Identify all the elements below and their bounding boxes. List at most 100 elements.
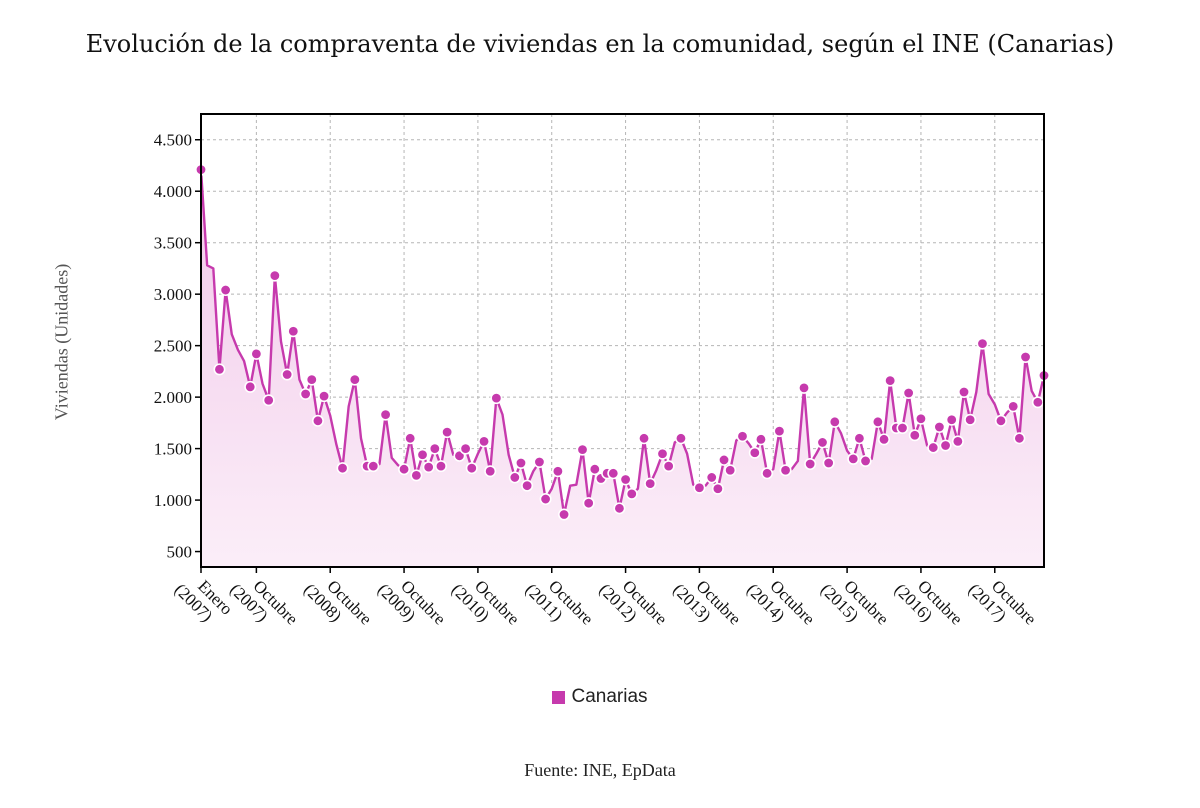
source-note: Fuente: INE, EpData [524, 760, 676, 780]
data-point [379, 408, 392, 421]
data-point [847, 452, 860, 465]
data-point [933, 420, 946, 433]
x-tick-label: Octubre(2016) [891, 566, 966, 641]
data-point [404, 432, 417, 445]
data-point [927, 441, 940, 454]
y-tick-label: 4.500 [154, 131, 192, 150]
data-point [551, 465, 564, 478]
plot-area-frame [200, 113, 1045, 568]
data-point [508, 471, 521, 484]
data-point [348, 373, 361, 386]
y-tick-label: 4.000 [154, 182, 192, 201]
y-tick-label: 2.000 [154, 388, 192, 407]
x-tick-label: Enero(2007) [171, 566, 236, 631]
data-point [994, 414, 1007, 427]
data-point [711, 482, 724, 495]
data-point [662, 460, 675, 473]
y-tick-label: 3.500 [154, 234, 192, 253]
data-point [964, 413, 977, 426]
data-point [514, 457, 527, 470]
data-point [367, 460, 380, 473]
data-point [318, 390, 331, 403]
data-point [1007, 400, 1020, 413]
data-point [299, 388, 312, 401]
data-point [958, 385, 971, 398]
x-tick-label: Octubre(2010) [448, 566, 523, 641]
data-point [576, 443, 589, 456]
x-tick-label: Octubre(2009) [374, 566, 449, 641]
data-point [1031, 396, 1044, 409]
data-point [724, 464, 737, 477]
chart-title: Evolución de la compraventa de viviendas… [85, 30, 1115, 58]
data-point [250, 347, 263, 360]
data-point [588, 463, 601, 476]
data-point [914, 412, 927, 425]
data-point [638, 432, 651, 445]
data-point [625, 487, 638, 500]
data-point [705, 471, 718, 484]
data-point [773, 425, 786, 438]
data-point [871, 415, 884, 428]
data-point [428, 442, 441, 455]
x-axis-ticks: Enero(2007) Octubre(2007) Octubre(2008) Oct… [171, 566, 1040, 641]
y-axis-ticks: 500 1.000 1.500 2.000 2.500 3.000 3.500 4.000 4.… [154, 131, 201, 562]
legend-swatch [552, 690, 566, 704]
data-point [674, 432, 687, 445]
y-tick-label: 3.000 [154, 285, 192, 304]
data-point [410, 469, 423, 482]
data-point [287, 325, 300, 338]
x-tick-label: Octubre(2017) [965, 566, 1040, 641]
y-tick-label: 500 [167, 543, 193, 562]
data-point [305, 373, 318, 386]
data-point [896, 422, 909, 435]
x-tick-label: Octubre(2013) [669, 566, 744, 641]
data-point [582, 497, 595, 510]
data-point [798, 381, 811, 394]
data-point [533, 455, 546, 468]
data-point [736, 430, 749, 443]
data-point [262, 394, 275, 407]
data-point [219, 284, 232, 297]
x-tick-label: Octubre(2012) [595, 566, 670, 641]
data-point [902, 387, 915, 400]
data-point [748, 446, 761, 459]
data-point [761, 467, 774, 480]
data-point [311, 414, 324, 427]
legend-label: Canarias [571, 686, 648, 707]
y-tick-label: 2.500 [154, 337, 192, 356]
data-point [336, 462, 349, 475]
data-point [607, 467, 620, 480]
data-point [693, 481, 706, 494]
data-point [478, 435, 491, 448]
data-point [521, 479, 534, 492]
y-tick-label: 1.000 [154, 491, 192, 510]
y-tick-label: 1.500 [154, 440, 192, 459]
data-point [1019, 350, 1032, 363]
legend: Canarias [0, 686, 1200, 708]
data-point [213, 363, 226, 376]
data-point [268, 269, 281, 282]
data-point [613, 502, 626, 515]
data-point [878, 433, 891, 446]
data-point [828, 415, 841, 428]
x-tick-label: Octubre(2007) [226, 566, 301, 641]
data-point [951, 435, 964, 448]
data-point [816, 436, 829, 449]
data-point [422, 461, 435, 474]
x-tick-label: Octubre(2008) [300, 566, 375, 641]
data-point [644, 477, 657, 490]
x-tick-label: Octubre(2014) [743, 566, 818, 641]
data-point [465, 462, 478, 475]
data-points [195, 163, 1051, 521]
data-point [459, 442, 472, 455]
x-tick-label: Octubre(2015) [817, 566, 892, 641]
data-point [779, 464, 792, 477]
data-point [939, 439, 952, 452]
data-point [908, 429, 921, 442]
data-point [718, 453, 731, 466]
data-point [398, 463, 411, 476]
data-point [539, 493, 552, 506]
series-area [201, 169, 1044, 567]
data-point [754, 433, 767, 446]
